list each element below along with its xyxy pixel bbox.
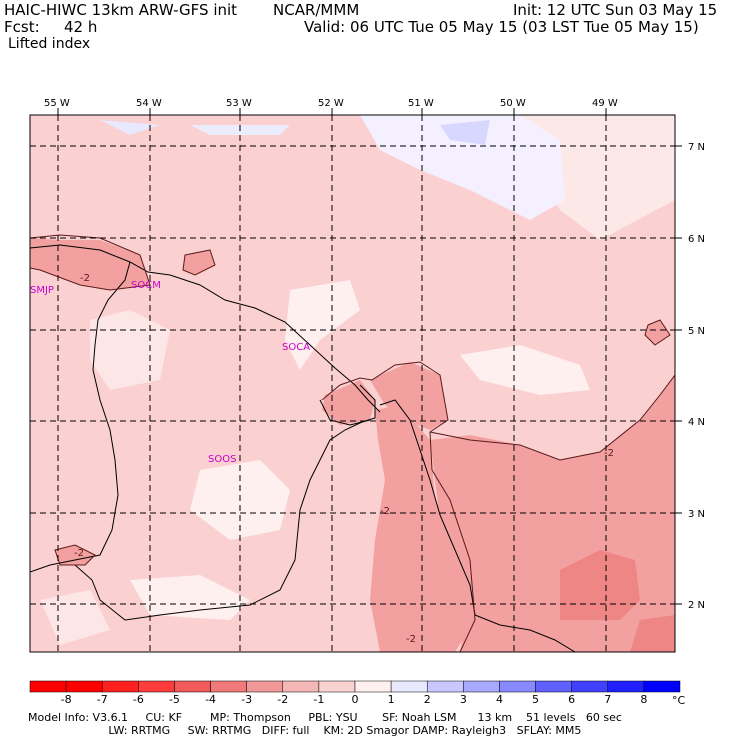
colorbar-swatch [535,680,572,693]
colorbar-swatch [210,680,247,693]
colorbar-swatch [426,680,464,693]
colorbar-tick-label: -5 [169,693,180,706]
station-socm: SOCM [131,280,161,291]
colorbar-tick-label: -8 [61,693,72,706]
model-title: HAIC-HIWC 13km ARW-GFS init [4,1,238,19]
colorbar-unit: °C [672,694,686,707]
colorbar-swatch [499,680,536,693]
lon-label-50w: 50 W [500,98,526,109]
colorbar-swatch [174,680,211,693]
colorbar-swatch [607,680,645,693]
colorbar: -8 -7 -6 -5 -4 -3 -2 -1 0 1 2 3 4 5 6 7 8 [29,680,681,706]
station-soca: SOCA [282,342,310,353]
colorbar-tick-label: 8 [640,693,647,706]
colorbar-swatch [29,680,67,693]
forecast-hour: 42 h [64,18,98,36]
colorbar-swatch [101,680,139,693]
colorbar-swatch [138,680,175,693]
init-time: Init: 12 UTC Sun 03 May 15 [513,1,718,19]
lon-label-51w: 51 W [408,98,434,109]
lat-label-5n: 5 N [688,326,705,337]
colorbar-tick-label: 3 [460,693,467,706]
colorbar-tick-label: 2 [424,693,431,706]
lat-label-3n: 3 N [688,509,705,520]
model-info-line1: Model Info: V3.6.1 CU: KF MP: Thompson P… [28,711,622,724]
lat-label-4n: 4 N [688,417,705,428]
colorbar-tick-label: 7 [604,693,611,706]
valid-time: Valid: 06 UTC Tue 05 May 15 (03 LST Tue … [304,18,699,36]
coastlines [30,244,576,652]
contour-label: -2 [604,448,614,459]
colorbar-tick-label: 6 [568,693,575,706]
colorbar-swatch [65,680,103,693]
colorbar-tick-label: 5 [532,693,539,706]
map-frame [29,114,676,653]
contour-label: -2 [74,548,84,559]
org-label: NCAR/MMM [273,1,360,19]
colorbar-swatch [571,680,609,693]
lat-label-7n: 7 N [688,142,705,153]
colorbar-tick-label: 4 [496,693,503,706]
model-info-line2: LW: RRTMG SW: RRTMG DIFF: full KM: 2D Sm… [28,724,582,737]
contour-label: -2 [380,506,390,517]
colorbar-tick-label: -2 [277,693,288,706]
field-name: Lifted index [8,36,91,52]
colorbar-tick-label: -7 [97,693,108,706]
graticule [30,115,675,652]
lon-label-53w: 53 W [226,98,252,109]
station-smjp: SMJP [30,285,54,296]
colorbar-tick-label: -3 [241,693,252,706]
colorbar-swatch [643,680,681,693]
lon-label-49w: 49 W [592,98,618,109]
lon-label-54w: 54 W [136,98,162,109]
lon-label-52w: 52 W [318,98,344,109]
colorbar-swatch [282,680,320,693]
contour-label: -2 [80,273,90,284]
lon-label-55w: 55 W [44,98,70,109]
forecast-label: Fcst: [4,18,40,36]
colorbar-swatch [463,680,500,693]
colorbar-tick-label: 0 [352,693,359,706]
lon-ticks [57,108,682,605]
colorbar-swatch [246,680,284,693]
colorbar-tick-label: -6 [133,693,144,706]
colorbar-swatch [354,680,392,693]
contour-label: -2 [406,634,416,645]
colorbar-swatch [318,680,356,693]
station-soos: SOOS [208,454,236,465]
colorbar-tick-label: -4 [205,693,216,706]
colorbar-tick-label: 1 [388,693,395,706]
lat-label-6n: 6 N [688,234,705,245]
colorbar-swatch [390,680,428,693]
lat-label-2n: 2 N [688,600,705,611]
colorbar-tick-label: -1 [313,693,324,706]
